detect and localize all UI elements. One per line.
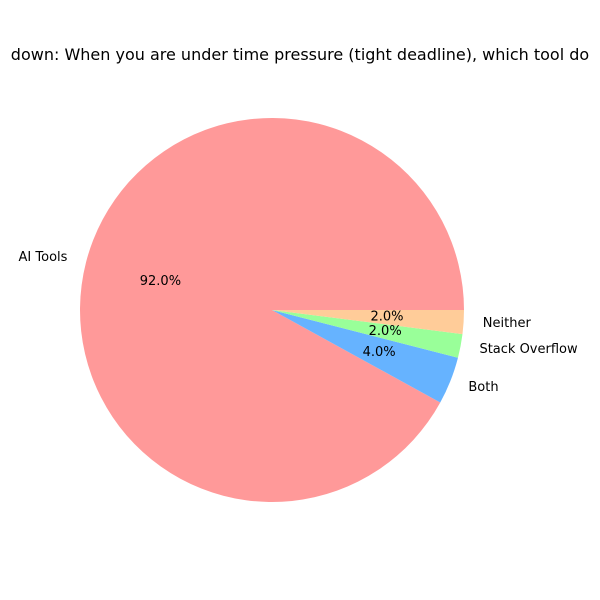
pie-slice-stack-overflow bbox=[272, 310, 463, 358]
slice-label-both: Both bbox=[468, 380, 498, 395]
slice-label-neither: Neither bbox=[483, 316, 532, 331]
slice-percent-neither: 2.0% bbox=[370, 310, 403, 325]
pie-labels: AI Tools 92.0% Both 4.0% Stack Overflow 2.0% N… bbox=[19, 250, 578, 395]
slice-label-ai-tools: AI Tools bbox=[19, 250, 68, 265]
slice-percent-ai-tools: 92.0% bbox=[140, 274, 181, 289]
slice-percent-stack-overflow: 2.0% bbox=[369, 324, 402, 339]
slice-percent-both: 4.0% bbox=[363, 345, 396, 360]
slice-label-stack-overflow: Stack Overflow bbox=[479, 342, 578, 357]
pie-slice-both bbox=[272, 310, 458, 403]
chart-title: down: When you are under time pressure (… bbox=[11, 45, 589, 64]
pie-slice-neither bbox=[272, 310, 464, 335]
pie-slice-ai-tools bbox=[80, 118, 464, 503]
pie-slices bbox=[80, 118, 464, 503]
